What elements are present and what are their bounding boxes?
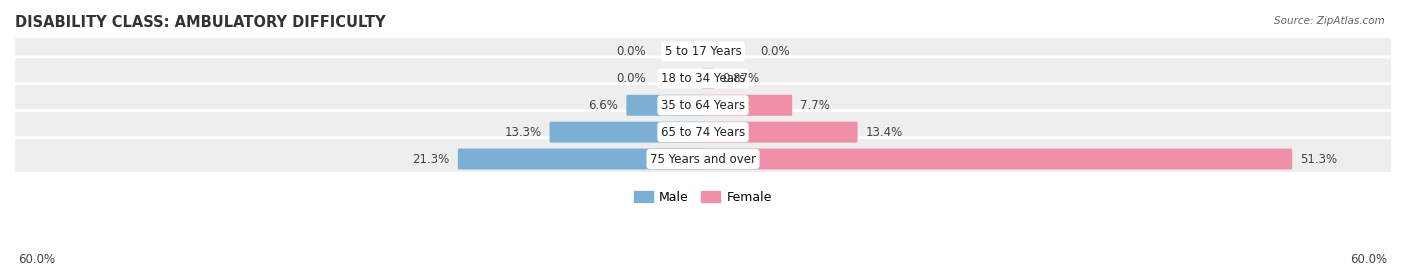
FancyBboxPatch shape <box>550 122 704 143</box>
FancyBboxPatch shape <box>627 95 704 116</box>
Text: 60.0%: 60.0% <box>18 253 55 266</box>
FancyBboxPatch shape <box>702 68 714 89</box>
FancyBboxPatch shape <box>458 148 704 169</box>
Text: 21.3%: 21.3% <box>412 153 450 165</box>
Text: DISABILITY CLASS: AMBULATORY DIFFICULTY: DISABILITY CLASS: AMBULATORY DIFFICULTY <box>15 15 385 30</box>
Text: 35 to 64 Years: 35 to 64 Years <box>661 99 745 112</box>
Text: 60.0%: 60.0% <box>1351 253 1388 266</box>
Text: 65 to 74 Years: 65 to 74 Years <box>661 126 745 139</box>
Text: 7.7%: 7.7% <box>800 99 831 112</box>
Text: 0.0%: 0.0% <box>616 72 645 85</box>
Text: 5 to 17 Years: 5 to 17 Years <box>665 45 741 58</box>
FancyBboxPatch shape <box>11 30 1395 73</box>
Text: 0.0%: 0.0% <box>616 45 645 58</box>
FancyBboxPatch shape <box>702 95 792 116</box>
Text: 18 to 34 Years: 18 to 34 Years <box>661 72 745 85</box>
FancyBboxPatch shape <box>11 111 1395 154</box>
Text: 6.6%: 6.6% <box>588 99 619 112</box>
Text: 75 Years and over: 75 Years and over <box>650 153 756 165</box>
FancyBboxPatch shape <box>11 57 1395 100</box>
FancyBboxPatch shape <box>702 148 1292 169</box>
FancyBboxPatch shape <box>11 137 1395 180</box>
FancyBboxPatch shape <box>702 122 858 143</box>
Legend: Male, Female: Male, Female <box>630 186 776 209</box>
Text: 13.3%: 13.3% <box>505 126 541 139</box>
Text: Source: ZipAtlas.com: Source: ZipAtlas.com <box>1274 16 1385 26</box>
Text: 51.3%: 51.3% <box>1301 153 1337 165</box>
Text: 0.87%: 0.87% <box>723 72 759 85</box>
FancyBboxPatch shape <box>11 84 1395 127</box>
Text: 0.0%: 0.0% <box>761 45 790 58</box>
Text: 13.4%: 13.4% <box>866 126 903 139</box>
